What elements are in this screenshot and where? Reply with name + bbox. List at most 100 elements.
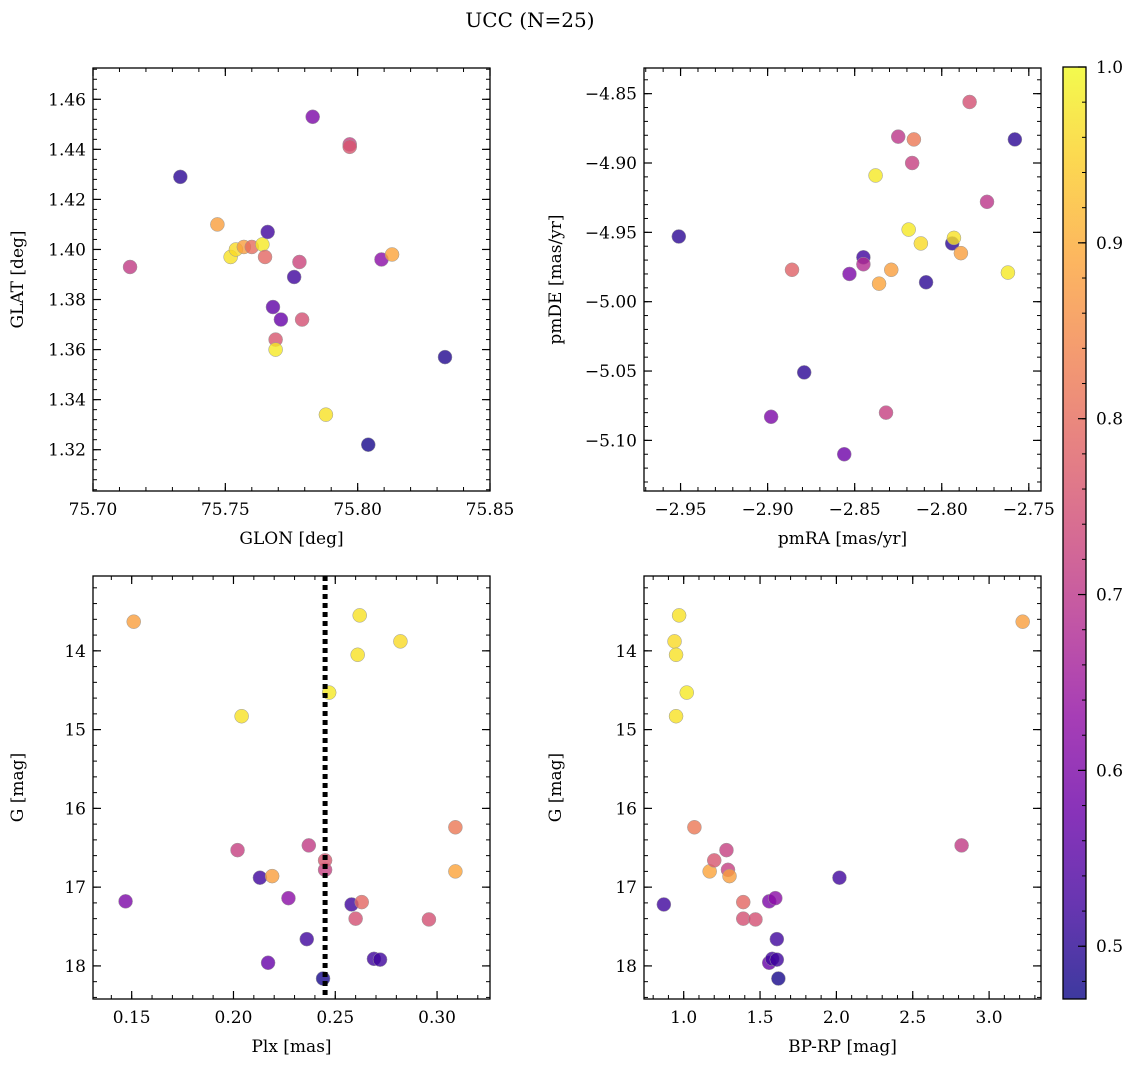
x-axis-label: GLON [deg] [239,529,343,549]
x-tick-label: −2.85 [829,500,881,520]
x-tick-label: 75.75 [201,500,250,520]
x-tick-label: −2.75 [1003,500,1055,520]
panel-bprp-g: 1.0 1.5 2.0 2.5 3.0 14 15 16 17 18 BP-RP [mag] G [m… [546,575,1042,1057]
colorbar-tick-label: 0.6 [1096,761,1123,781]
y-axis-label: G [mag] [8,753,28,822]
colorbar-tick-label: 1.0 [1096,58,1123,78]
scatter-point [904,155,920,171]
x-tick-label: 1.5 [747,1008,774,1028]
scatter-point [769,931,785,947]
scatter-point [736,894,751,910]
scatter-point [878,405,894,420]
scatter-points [118,608,463,986]
colorbar: 0.5 0.6 0.7 0.8 0.9 1.0 [1062,58,1123,1000]
y-axis-label: GLAT [deg] [8,230,28,328]
y-tick-label: 18 [615,957,637,977]
scatter-point [230,842,245,858]
scatter-point [264,868,280,884]
scatter-point [437,349,453,365]
x-tick-label: −2.90 [742,500,794,520]
minor-ticks [644,68,1041,491]
scatter-point [448,820,463,835]
scatter-point [348,911,363,926]
scatter-point [260,224,275,240]
axes-frame [92,67,491,492]
x-tick-label: 75.70 [69,500,118,520]
scatter-point [294,312,310,327]
y-tick-label: 1.46 [48,90,86,110]
y-tick-label: 15 [64,721,86,741]
scatter-point [871,276,887,291]
scatter-point [350,647,365,663]
scatter-point [913,236,929,251]
scatter-point [305,109,320,125]
scatter-point [118,894,133,909]
y-tick-label: 16 [64,799,86,819]
scatter-point [173,169,188,185]
scatter-point [1007,132,1023,147]
scatter-point [671,608,687,623]
scatter-point [667,634,682,649]
scatter-point [906,132,922,147]
panels: 75.70 75.75 75.80 75.85 1.32 1.34 1.36 1.38 1.40… [8,67,1055,1057]
y-tick-label: −4.85 [585,85,637,105]
scatter-point [342,139,357,155]
scatter-point [946,230,962,246]
y-tick-label: 1.40 [48,240,86,260]
scatter-point [292,254,307,270]
scatter-point [352,608,367,623]
y-tick-label: 17 [64,878,86,898]
y-tick-label: −4.95 [585,223,637,243]
scatter-point [884,262,899,278]
scatter-point [448,864,463,879]
x-tick-label: 0.25 [316,1008,354,1028]
scatter-point [361,437,376,452]
panel-glon-glat: 75.70 75.75 75.80 75.85 1.32 1.34 1.36 1.38 1.40… [8,67,514,549]
scatter-point [126,614,141,629]
scatter-point [842,266,857,282]
scatter-point [252,870,268,885]
scatter-point [962,94,977,110]
scatter-point [679,685,695,700]
x-tick-label: 0.30 [418,1008,456,1028]
x-axis-label: pmRA [mas/yr] [778,529,907,549]
major-ticks [93,576,490,999]
scatter-point [736,911,751,926]
panel-plx-g: 0.15 0.20 0.25 0.30 14 15 16 17 18 Plx [mas] G [ma… [8,575,491,1057]
y-tick-label: 18 [64,957,86,977]
x-axis-label: BP-RP [mag] [788,1037,897,1057]
x-tick-label: −2.95 [655,500,707,520]
y-axis-label: G [mag] [546,753,566,822]
scatter-point [868,168,883,183]
scatter-point [771,971,786,986]
scatter-point [393,634,408,649]
x-tick-label: 0.15 [113,1008,151,1028]
scatter-point [265,299,281,315]
scatter-point [671,229,687,244]
y-tick-label: −5.10 [585,431,637,451]
y-tick-label: 1.44 [48,140,86,160]
scatter-point [1000,265,1016,280]
colorbar-tick-label: 0.9 [1096,234,1123,254]
panel-pmra-pmde: −2.95 −2.90 −2.85 −2.80 −2.75 −5.10 −5.05 −5.00… [546,67,1055,549]
scatter-point [953,245,969,261]
scatter-point [1015,614,1030,629]
y-tick-label: −5.05 [585,362,637,382]
scatter-point [706,853,722,868]
x-tick-label: 2.0 [823,1008,850,1028]
scatter-point [260,955,276,971]
scatter-point [722,868,737,884]
scatter-point [421,912,437,927]
scatter-point [286,269,302,285]
major-ticks [644,576,1041,999]
y-tick-label: −4.90 [585,154,637,174]
scatter-point [784,262,800,278]
y-tick-label: 1.36 [48,341,86,361]
scatter-point [979,194,995,210]
axes-frame [643,67,1042,492]
scatter-point [668,708,684,724]
scatter-point [210,217,225,232]
y-tick-label: −5.00 [585,293,637,313]
minor-ticks [644,576,1041,999]
figure-title: UCC (N=25) [465,8,594,32]
